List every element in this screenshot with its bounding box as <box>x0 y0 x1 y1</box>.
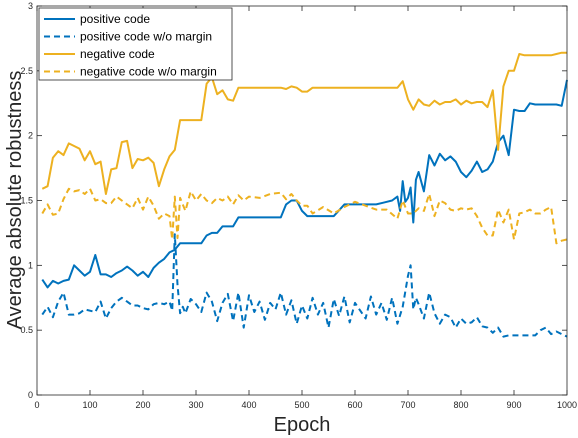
x-tick-label: 200 <box>135 400 150 410</box>
legend-label: positive code w/o margin <box>80 30 212 44</box>
x-tick-label: 500 <box>294 400 309 410</box>
x-tick-label: 100 <box>82 400 97 410</box>
legend-entries: positive code positive code w/o margin neg… <box>44 12 217 79</box>
x-tick-label: 300 <box>188 400 203 410</box>
x-tick-label: 900 <box>506 400 521 410</box>
legend-label: negative code w/o margin <box>80 65 217 79</box>
x-tick-label: 0 <box>34 400 39 410</box>
series-line-4 <box>41 187 568 245</box>
legend-label: negative code <box>80 47 155 61</box>
y-axis-label: Average absolute robustness <box>4 71 26 330</box>
x-tick-label: 400 <box>241 400 256 410</box>
x-tick-label: 700 <box>400 400 415 410</box>
series-line-1 <box>41 79 568 289</box>
x-tick-labels: 0 100 200 300 400 500 600 700 800 900 1000 <box>34 400 577 410</box>
x-tick-label: 600 <box>347 400 362 410</box>
series-line-3 <box>41 51 567 195</box>
y-tick-labels: 0 0.5 1 1.5 2 2.5 3 <box>20 1 33 400</box>
y-tick-label: 0 <box>28 390 33 400</box>
legend: positive code positive code w/o margin neg… <box>38 7 233 81</box>
y-tick-label: 1 <box>28 260 33 270</box>
x-axis-label: Epoch <box>274 414 331 436</box>
x-tick-label: 800 <box>453 400 468 410</box>
y-tick-label: 3 <box>28 1 33 11</box>
y-tick-label: 1.5 <box>20 196 33 206</box>
y-tick-label: 2.5 <box>20 66 33 76</box>
legend-label: positive code <box>80 12 150 26</box>
y-tick-label: 0.5 <box>20 325 33 335</box>
plot-area <box>41 51 568 338</box>
x-tick-label: 1000 <box>557 400 577 410</box>
y-tick-label: 2 <box>28 131 33 141</box>
